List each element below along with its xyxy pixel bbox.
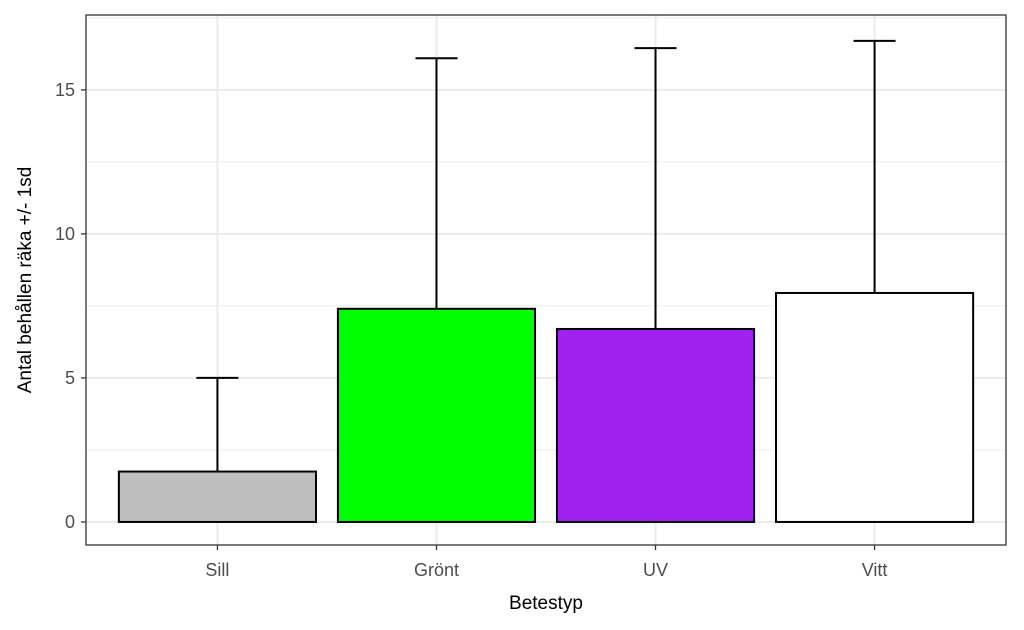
x-axis-title: Betestyp <box>509 593 583 614</box>
bar-sill <box>117 470 317 523</box>
x-tick-label: Sill <box>205 560 229 580</box>
x-axis-ticks: Sill Grönt UV Vitt <box>205 545 887 580</box>
bar-vitt <box>775 291 975 523</box>
panel-border <box>85 14 1007 546</box>
y-tick-label: 10 <box>55 224 75 244</box>
y-axis-ticks: 0 5 10 15 <box>55 80 86 532</box>
y-tick-label: 15 <box>55 80 75 100</box>
y-axis-title: Antal behållen räka +/- 1sd <box>15 167 36 394</box>
x-tick-label: Vitt <box>862 560 888 580</box>
bar-grönt <box>336 307 537 523</box>
error-bars <box>196 39 896 472</box>
bars <box>117 291 975 523</box>
x-tick-label: Grönt <box>414 560 459 580</box>
x-tick-label: UV <box>643 560 668 580</box>
bar-uv <box>555 327 756 523</box>
y-tick-label: 0 <box>65 512 75 532</box>
y-tick-label: 5 <box>65 368 75 388</box>
